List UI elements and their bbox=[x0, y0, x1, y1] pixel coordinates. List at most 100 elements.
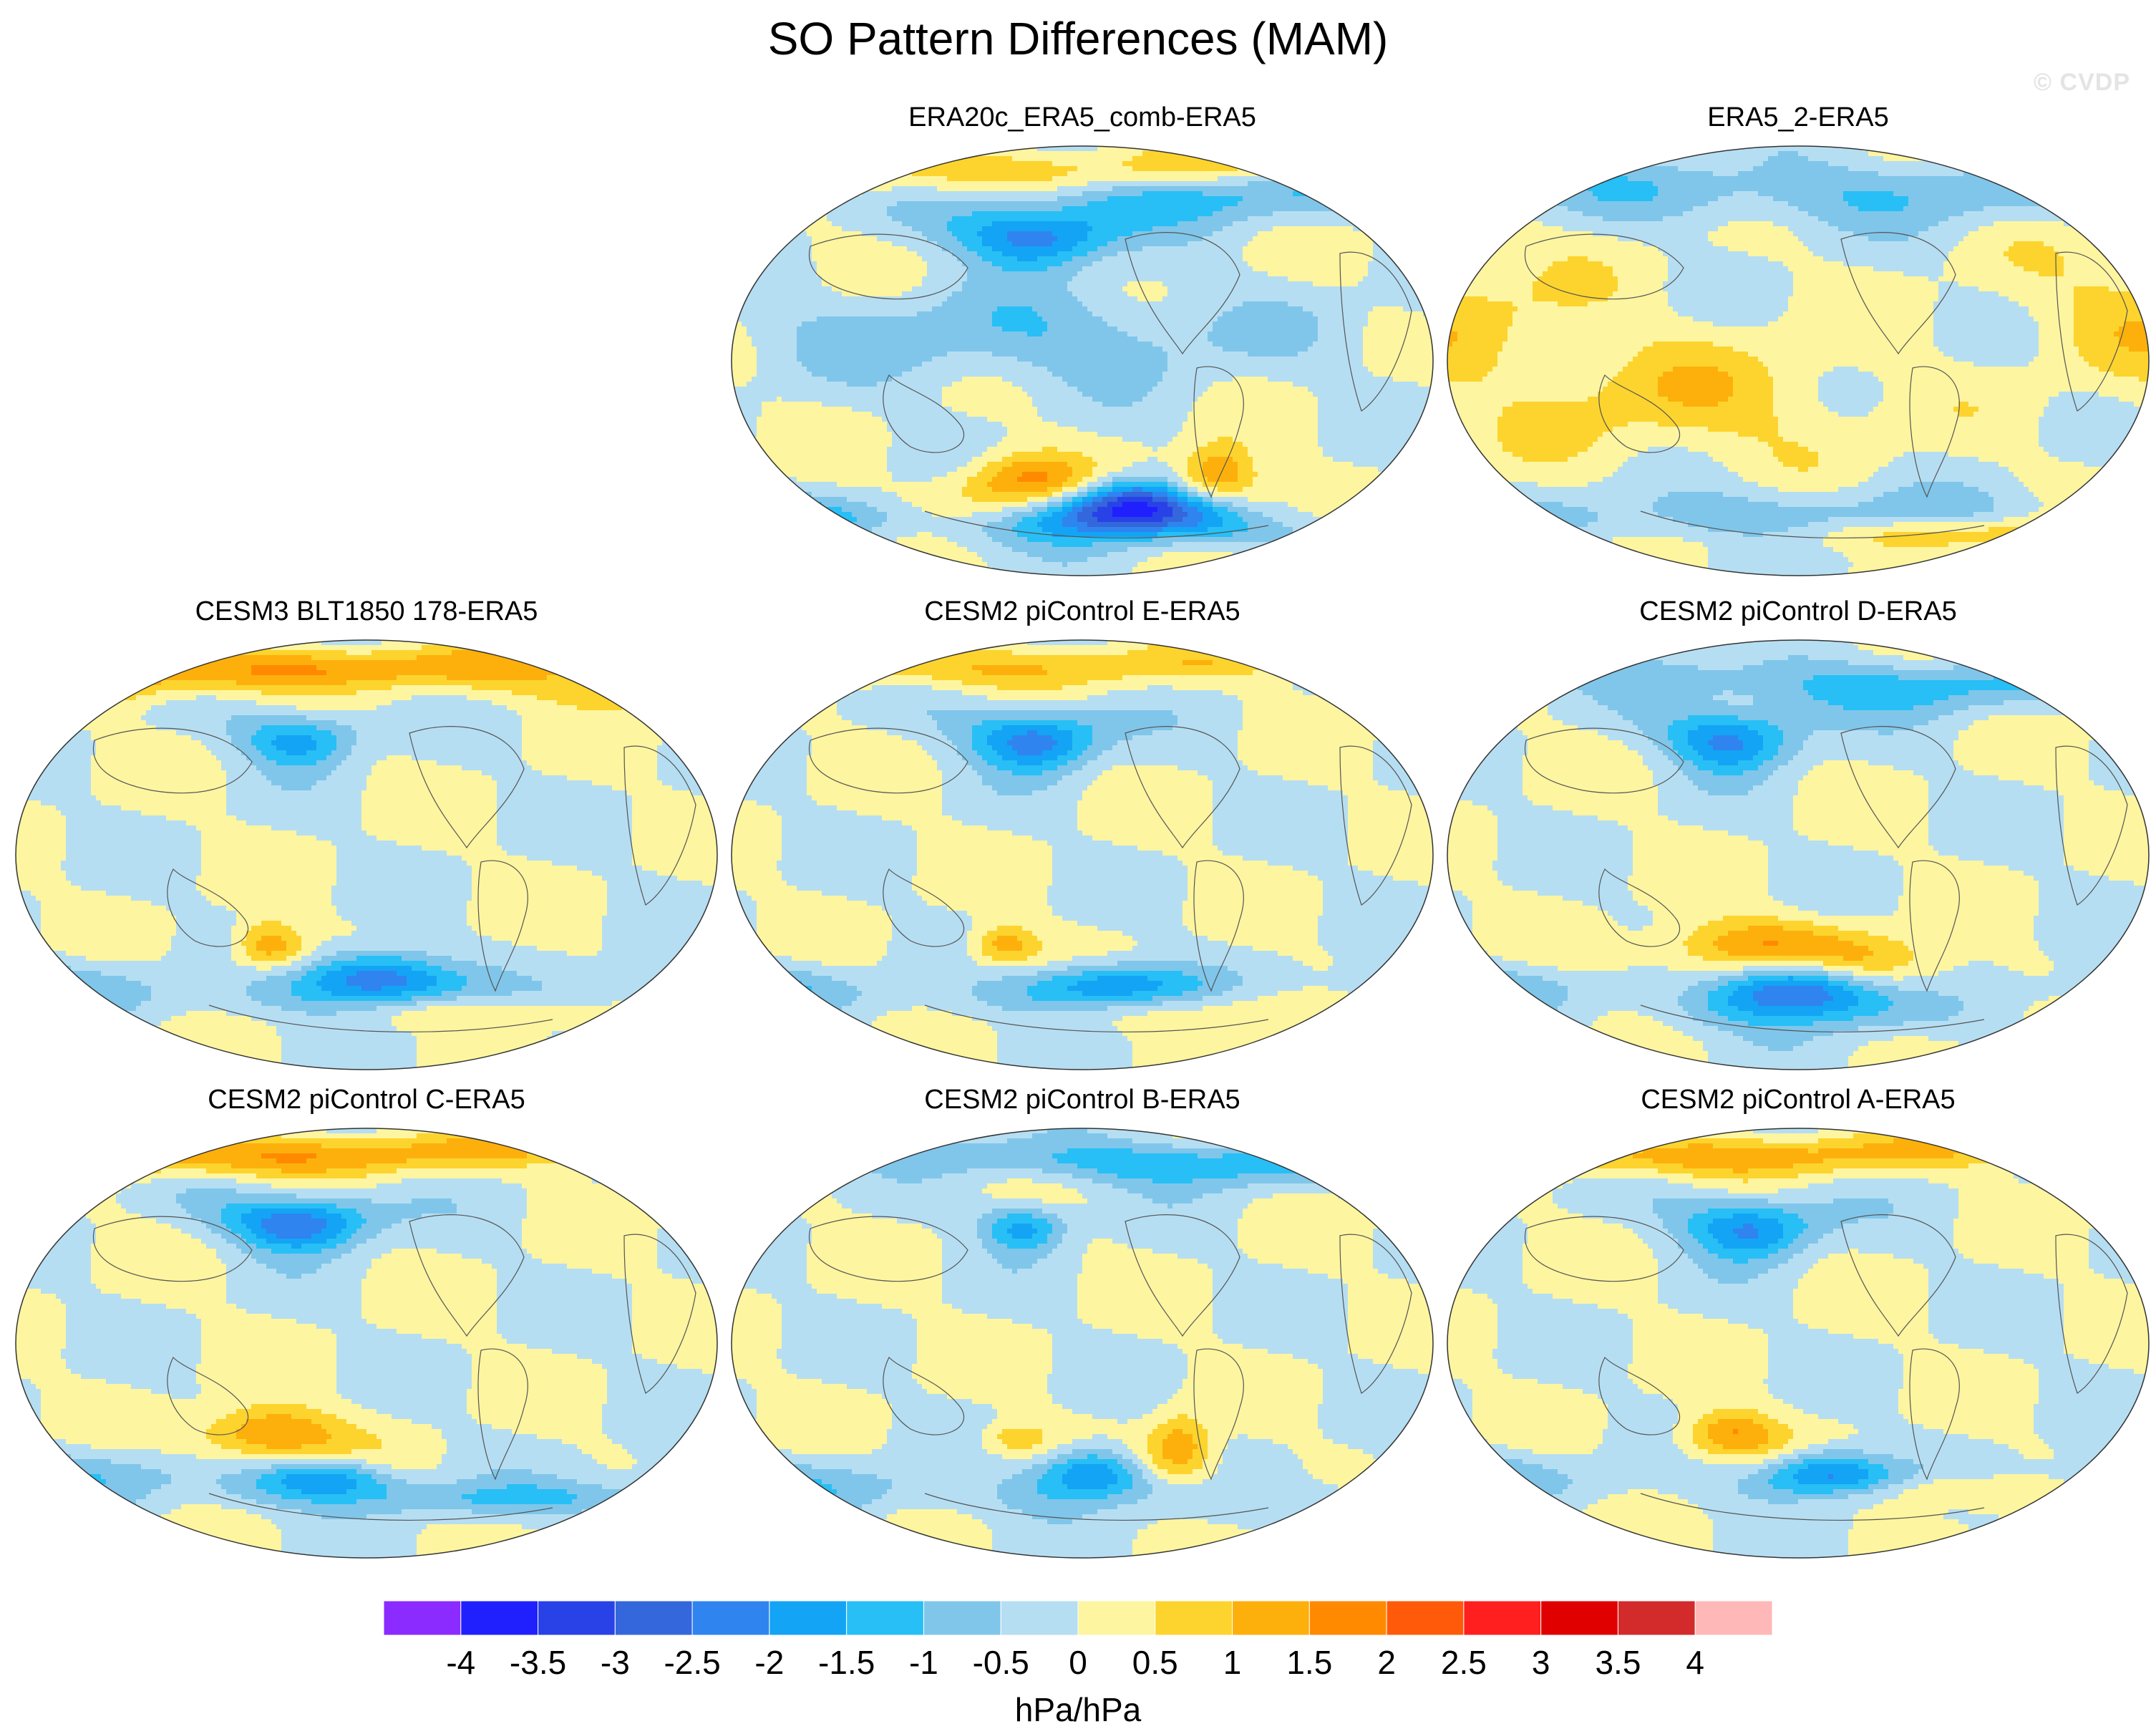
contour-cell bbox=[1107, 1133, 1173, 1139]
contour-cell bbox=[2129, 176, 2149, 182]
contour-cell bbox=[1668, 966, 1744, 972]
contour-cell bbox=[1593, 191, 1659, 197]
contour-cell bbox=[512, 1429, 603, 1435]
contour-field bbox=[16, 640, 717, 1070]
contour-cell bbox=[2024, 780, 2094, 786]
contour-cell bbox=[1183, 660, 1213, 666]
contour-cell bbox=[66, 951, 167, 956]
contour-cell bbox=[16, 1299, 62, 1304]
contour-cell bbox=[236, 916, 342, 921]
contour-cell bbox=[1633, 891, 1769, 896]
contour-cell bbox=[326, 1439, 382, 1445]
contour-cell bbox=[1608, 176, 1628, 182]
contour-cell bbox=[346, 1419, 412, 1425]
contour-cell bbox=[477, 961, 693, 967]
contour-cell bbox=[36, 1489, 97, 1495]
contour-cell bbox=[912, 876, 1053, 881]
contour-cell bbox=[1082, 1319, 1213, 1324]
contour-cell bbox=[732, 830, 782, 836]
contour-cell bbox=[91, 1264, 227, 1269]
contour-cell bbox=[1713, 735, 1739, 741]
contour-cell bbox=[1558, 1006, 1684, 1012]
contour-cell bbox=[787, 1369, 913, 1375]
contour-cell bbox=[1112, 841, 1213, 846]
contour-cell bbox=[1948, 695, 2089, 701]
contour-cell bbox=[41, 1404, 252, 1410]
contour-cell bbox=[1338, 156, 1404, 162]
contour-cell bbox=[822, 670, 983, 676]
contour-cell bbox=[732, 836, 782, 841]
contour-cell bbox=[31, 1379, 107, 1385]
contour-cell bbox=[732, 941, 757, 946]
contour-cell bbox=[1848, 1006, 1889, 1012]
contour-cell bbox=[447, 1444, 578, 1450]
contour-cell bbox=[1318, 936, 1433, 941]
contour-cell bbox=[632, 800, 717, 806]
contour-cell bbox=[161, 1066, 282, 1070]
contour-cell bbox=[1878, 402, 1959, 407]
contour-cell bbox=[537, 1143, 593, 1149]
contour-cell bbox=[1253, 482, 1419, 488]
contour-cell bbox=[1348, 795, 1433, 801]
contour-cell bbox=[1658, 392, 1734, 397]
contour-cell bbox=[226, 810, 362, 816]
contour-cell bbox=[1558, 981, 1699, 987]
contour-cell bbox=[962, 377, 1003, 382]
contour-cell bbox=[732, 331, 747, 337]
contour-cell bbox=[1092, 457, 1148, 462]
contour-cell bbox=[1447, 146, 1503, 152]
contour-cell bbox=[372, 1198, 412, 1204]
contour-cell bbox=[1738, 760, 1764, 766]
contour-cell bbox=[1447, 760, 1523, 766]
contour-cell bbox=[1248, 216, 1433, 222]
contour-cell bbox=[1708, 1066, 1849, 1070]
contour-cell bbox=[1238, 745, 1374, 751]
contour-cell bbox=[752, 201, 832, 207]
contour-cell bbox=[1213, 507, 1228, 513]
contour-cell bbox=[1413, 507, 1433, 513]
contour-cell bbox=[1673, 1026, 1719, 1032]
contour-cell bbox=[16, 1334, 67, 1340]
contour-cell bbox=[236, 1244, 257, 1249]
contour-cell bbox=[1568, 675, 1814, 681]
contour-cell bbox=[316, 946, 538, 951]
contour-cell bbox=[1408, 492, 1433, 498]
contour-cell bbox=[497, 1284, 633, 1289]
contour-cell bbox=[1472, 931, 1694, 936]
contour-cell bbox=[1968, 725, 2089, 731]
contour-cell bbox=[1447, 382, 1608, 387]
contour-cell bbox=[16, 805, 57, 811]
contour-cell bbox=[1512, 316, 1694, 322]
contour-cell bbox=[271, 951, 297, 956]
contour-cell bbox=[1213, 1309, 1349, 1314]
contour-cell bbox=[912, 502, 1028, 508]
contour-cell bbox=[737, 1006, 843, 1012]
contour-cell bbox=[1012, 382, 1068, 387]
contour-cell bbox=[1447, 321, 1513, 327]
contour-cell bbox=[1208, 477, 1238, 483]
contour-cell bbox=[1502, 442, 1593, 447]
contour-cell bbox=[1708, 201, 1789, 207]
contour-cell bbox=[1318, 876, 1394, 881]
contour-cell bbox=[612, 1504, 698, 1510]
contour-cell bbox=[1798, 442, 2039, 447]
contour-cell bbox=[972, 926, 998, 931]
contour-cell bbox=[281, 1056, 417, 1062]
contour-cell bbox=[1497, 846, 1633, 851]
contour-cell bbox=[1002, 457, 1093, 462]
contour-cell bbox=[577, 1479, 688, 1485]
contour-cell bbox=[1477, 261, 1553, 267]
contour-cell bbox=[377, 1479, 407, 1485]
contour-cell bbox=[947, 906, 1053, 911]
contour-cell bbox=[226, 780, 272, 786]
contour-cell bbox=[206, 1224, 227, 1229]
contour-cell bbox=[1563, 720, 1633, 726]
contour-cell bbox=[1893, 522, 2044, 528]
contour-cell bbox=[632, 1289, 717, 1294]
contour-cell bbox=[2009, 467, 2109, 473]
contour-cell bbox=[787, 881, 913, 886]
contour-cell bbox=[1303, 986, 1329, 992]
contour-cell bbox=[1633, 896, 1774, 901]
contour-cell bbox=[417, 655, 538, 661]
contour-cell bbox=[1408, 675, 1433, 681]
